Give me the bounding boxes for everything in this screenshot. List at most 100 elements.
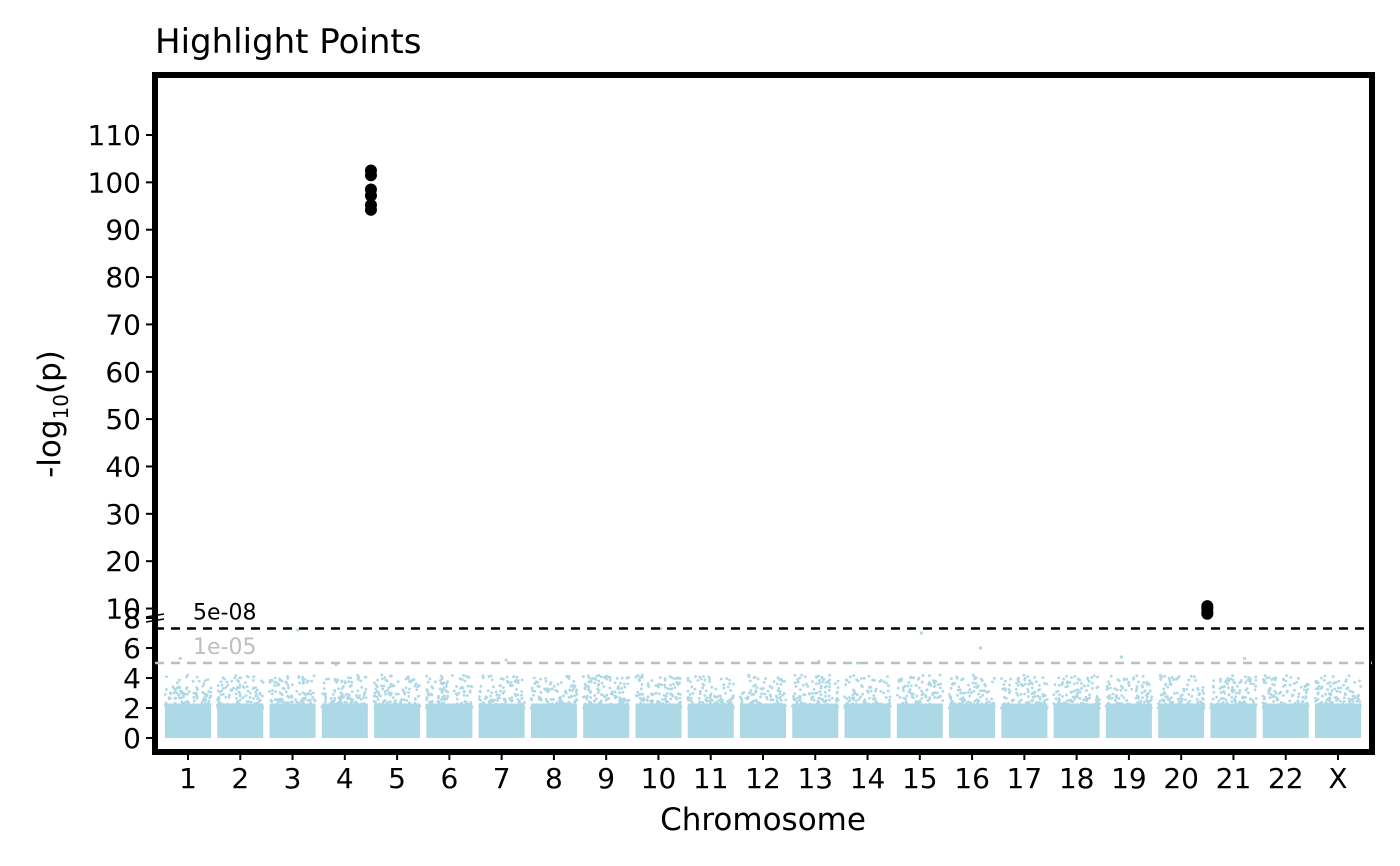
background-point (193, 706, 197, 710)
background-point (1011, 705, 1015, 709)
background-point (246, 706, 250, 710)
background-point (178, 678, 181, 682)
background-point (1198, 692, 1202, 695)
background-point (1069, 690, 1073, 694)
background-point (626, 702, 629, 706)
background-point (983, 689, 987, 693)
background-point (383, 690, 387, 694)
background-point (669, 683, 672, 687)
background-point (192, 695, 196, 699)
background-point (1350, 697, 1354, 701)
background-point (1339, 686, 1343, 690)
background-point (608, 678, 612, 682)
background-point (1142, 703, 1146, 707)
background-point (721, 706, 725, 710)
background-point (976, 701, 980, 705)
background-point (869, 689, 873, 693)
background-point (1320, 676, 1323, 680)
background-point (360, 685, 364, 689)
background-point (1148, 689, 1152, 693)
background-point (1093, 706, 1097, 710)
background-point (377, 692, 381, 696)
background-point (619, 681, 622, 685)
background-point (1171, 706, 1174, 710)
background-point (416, 706, 419, 710)
background-point (223, 705, 226, 709)
background-point (201, 698, 205, 702)
background-point (245, 685, 249, 689)
background-point (1014, 687, 1018, 691)
background-point (1115, 688, 1119, 692)
background-point (1041, 692, 1045, 696)
background-point (965, 706, 969, 710)
background-point (867, 674, 871, 678)
background-point (1127, 680, 1131, 684)
background-point (981, 689, 984, 692)
background-point (932, 679, 935, 682)
background-point (854, 705, 857, 709)
background-point (1246, 691, 1250, 695)
background-point (1084, 695, 1088, 699)
background-point (587, 686, 591, 689)
background-point (530, 703, 534, 707)
background-point (901, 687, 905, 690)
background-point (1186, 683, 1190, 687)
background-point (968, 706, 972, 710)
background-point (1041, 695, 1045, 699)
background-point (617, 702, 621, 706)
background-point (1045, 706, 1049, 709)
background-point (270, 692, 274, 696)
background-point (1097, 706, 1101, 710)
background-point (191, 680, 195, 683)
background-point (1158, 699, 1162, 703)
background-point (324, 695, 327, 699)
background-point (928, 674, 931, 678)
background-point (1242, 696, 1246, 699)
background-point (363, 691, 367, 694)
background-point (1297, 695, 1300, 699)
background-point (636, 694, 639, 697)
background-point (544, 676, 548, 680)
background-point (1052, 693, 1056, 697)
background-point (852, 674, 856, 677)
background-point (1218, 706, 1222, 710)
background-point-band (269, 703, 316, 738)
background-point (413, 684, 417, 688)
background-point (798, 676, 802, 680)
background-point (1280, 706, 1284, 709)
background-point (233, 706, 237, 710)
background-point (478, 697, 481, 701)
background-point (865, 705, 868, 709)
background-point (490, 691, 493, 695)
background-point (796, 678, 800, 681)
background-point (588, 676, 591, 680)
background-point (1176, 691, 1179, 695)
background-point (582, 706, 586, 710)
background-point (282, 705, 285, 709)
background-point (1359, 685, 1363, 688)
background-point (1194, 679, 1197, 682)
background-point (947, 706, 951, 710)
background-point (1187, 678, 1191, 682)
background-point (173, 701, 177, 705)
background-point (502, 703, 505, 707)
background-point (1285, 705, 1289, 709)
background-point (993, 676, 996, 680)
background-point (776, 676, 780, 680)
background-point (279, 692, 283, 696)
background-point (977, 692, 981, 696)
background-point (201, 684, 205, 688)
background-point (586, 674, 590, 678)
background-point (755, 686, 759, 690)
background-point (1098, 698, 1101, 702)
background-point (363, 675, 367, 679)
background-point (1249, 682, 1253, 686)
background-point (1225, 679, 1228, 682)
background-point (650, 693, 654, 697)
y-tick-label: 100 (88, 166, 141, 199)
background-point (1248, 706, 1252, 709)
background-point (600, 681, 604, 685)
background-point (178, 706, 182, 710)
background-point (834, 705, 837, 708)
background-point (273, 676, 277, 680)
